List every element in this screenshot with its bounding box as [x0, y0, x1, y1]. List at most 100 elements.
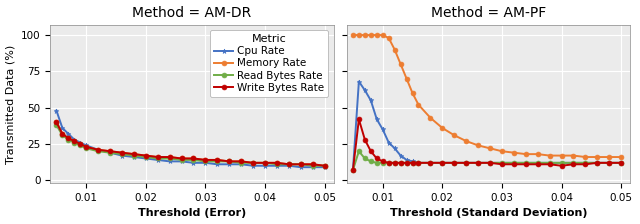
Read Bytes Rate [415, 162, 422, 164]
Cpu Rate [582, 162, 589, 164]
Line: Read Bytes Rate: Read Bytes Rate [54, 123, 327, 168]
Cpu Rate [409, 160, 417, 163]
Memory Rate [154, 156, 161, 158]
Cpu Rate [130, 156, 138, 158]
Write Bytes Rate [522, 163, 530, 166]
Memory Rate [534, 153, 541, 155]
Read Bytes Rate [321, 164, 328, 167]
Write Bytes Rate [225, 160, 233, 163]
Memory Rate [498, 150, 506, 153]
Read Bytes Rate [474, 162, 482, 164]
Memory Rate [451, 134, 458, 137]
Line: Cpu Rate: Cpu Rate [54, 108, 327, 170]
Memory Rate [225, 160, 233, 163]
Memory Rate [309, 163, 317, 166]
Cpu Rate [427, 162, 435, 164]
Cpu Rate [391, 147, 399, 150]
Write Bytes Rate [273, 162, 281, 164]
Write Bytes Rate [385, 162, 392, 164]
Read Bytes Rate [522, 162, 530, 164]
Write Bytes Rate [438, 162, 446, 164]
Memory Rate [570, 154, 577, 157]
Read Bytes Rate [391, 162, 399, 164]
Line: Write Bytes Rate: Write Bytes Rate [351, 117, 623, 172]
Read Bytes Rate [427, 162, 435, 164]
Read Bytes Rate [297, 163, 305, 166]
Memory Rate [510, 151, 518, 154]
Read Bytes Rate [261, 162, 269, 164]
Cpu Rate [570, 162, 577, 164]
Read Bytes Rate [225, 160, 233, 163]
Memory Rate [166, 156, 173, 158]
Memory Rate [189, 157, 197, 160]
Memory Rate [52, 121, 60, 123]
Write Bytes Rate [249, 162, 257, 164]
Write Bytes Rate [285, 163, 292, 166]
Read Bytes Rate [214, 160, 221, 163]
Write Bytes Rate [582, 163, 589, 166]
Read Bytes Rate [451, 162, 458, 164]
Memory Rate [202, 159, 209, 161]
Memory Rate [237, 160, 245, 163]
Memory Rate [178, 157, 186, 160]
Read Bytes Rate [397, 162, 404, 164]
Write Bytes Rate [570, 163, 577, 166]
Write Bytes Rate [70, 140, 78, 142]
Read Bytes Rate [166, 157, 173, 160]
Cpu Rate [534, 162, 541, 164]
Memory Rate [261, 162, 269, 164]
Cpu Rate [618, 162, 625, 164]
Read Bytes Rate [189, 159, 197, 161]
Cpu Rate [214, 163, 221, 166]
Read Bytes Rate [76, 144, 84, 147]
Cpu Rate [486, 162, 494, 164]
Cpu Rate [415, 162, 422, 164]
Write Bytes Rate [106, 150, 114, 153]
Cpu Rate [522, 162, 530, 164]
Read Bytes Rate [486, 162, 494, 164]
Write Bytes Rate [94, 149, 102, 151]
Write Bytes Rate [546, 163, 554, 166]
Write Bytes Rate [534, 163, 541, 166]
Write Bytes Rate [237, 160, 245, 163]
Title: Method = AM-DR: Method = AM-DR [132, 6, 252, 19]
Cpu Rate [309, 166, 317, 168]
Write Bytes Rate [486, 162, 494, 164]
Cpu Rate [106, 151, 114, 154]
Write Bytes Rate [498, 163, 506, 166]
Read Bytes Rate [593, 162, 601, 164]
Read Bytes Rate [373, 162, 381, 164]
Write Bytes Rate [379, 160, 387, 163]
Memory Rate [409, 92, 417, 95]
Write Bytes Rate [154, 156, 161, 158]
Read Bytes Rate [582, 162, 589, 164]
Memory Rate [415, 103, 422, 106]
Read Bytes Rate [498, 162, 506, 164]
Cpu Rate [397, 154, 404, 157]
X-axis label: Threshold (Error): Threshold (Error) [138, 209, 246, 218]
Write Bytes Rate [361, 138, 369, 141]
Write Bytes Rate [474, 162, 482, 164]
Memory Rate [605, 156, 613, 158]
Write Bytes Rate [214, 159, 221, 161]
Cpu Rate [498, 162, 506, 164]
Read Bytes Rate [462, 162, 470, 164]
Read Bytes Rate [52, 124, 60, 126]
Read Bytes Rate [605, 162, 613, 164]
Memory Rate [474, 144, 482, 147]
Read Bytes Rate [106, 151, 114, 154]
Write Bytes Rate [83, 146, 90, 148]
Memory Rate [361, 34, 369, 36]
Memory Rate [582, 156, 589, 158]
Write Bytes Rate [415, 162, 422, 164]
Memory Rate [522, 153, 530, 155]
Read Bytes Rate [546, 162, 554, 164]
Read Bytes Rate [285, 163, 292, 166]
Cpu Rate [593, 162, 601, 164]
Write Bytes Rate [130, 153, 138, 155]
Write Bytes Rate [65, 137, 72, 140]
Write Bytes Rate [142, 154, 150, 157]
Cpu Rate [367, 99, 374, 102]
Memory Rate [486, 147, 494, 150]
Read Bytes Rate [309, 164, 317, 167]
